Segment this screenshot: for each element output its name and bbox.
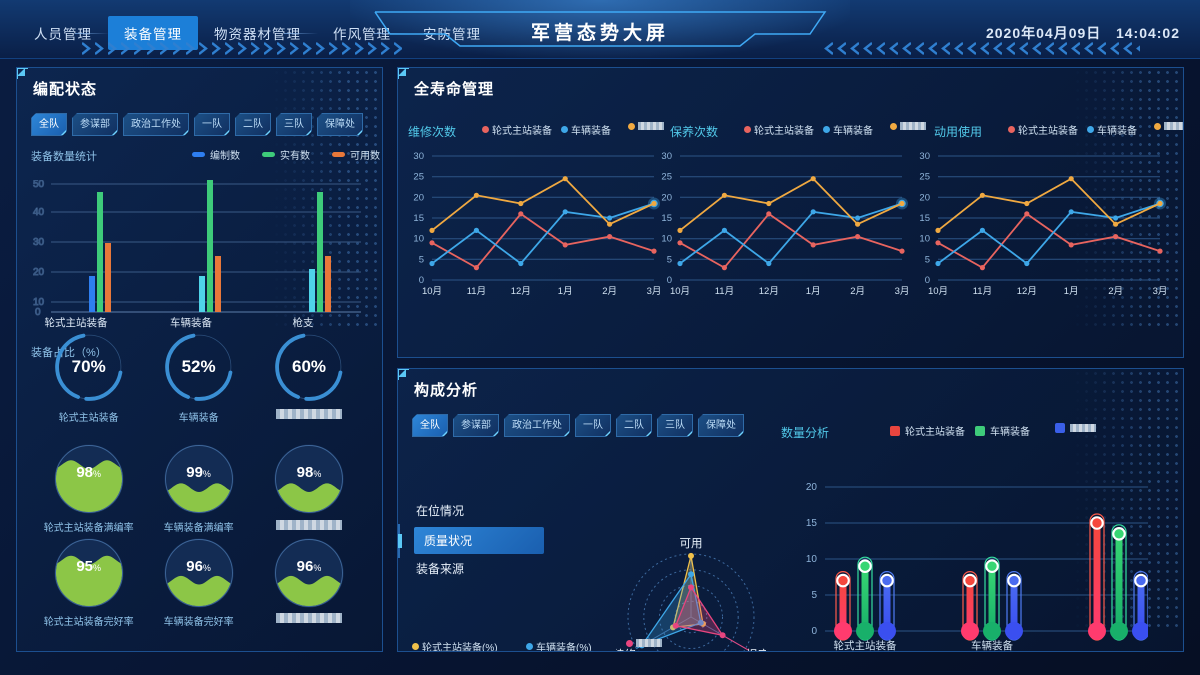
svg-text:报废: 报废 [746,648,766,652]
svg-text:1月: 1月 [1064,286,1079,297]
svg-text:车辆装备: 车辆装备 [170,316,212,329]
svg-text:20: 20 [33,267,45,278]
svg-text:待修: 待修 [616,648,636,652]
svg-text:0: 0 [925,275,930,286]
svg-text:11月: 11月 [467,286,486,297]
svg-text:枪支: 枪支 [293,316,314,329]
svg-text:10: 10 [413,234,424,245]
svg-text:11月: 11月 [973,286,992,297]
svg-text:10月: 10月 [928,286,948,297]
svg-text:40: 40 [33,207,45,218]
svg-text:25: 25 [413,172,424,183]
svg-text:1月: 1月 [806,286,821,297]
svg-text:50: 50 [33,180,45,190]
svg-text:可用: 可用 [679,538,702,550]
svg-text:10月: 10月 [422,286,442,297]
svg-text:轮式主站装备: 轮式主站装备 [45,316,108,329]
svg-text:20: 20 [413,192,424,203]
svg-text:2月: 2月 [602,286,617,297]
svg-text:0: 0 [811,626,817,637]
svg-text:5: 5 [419,254,424,265]
svg-text:10: 10 [919,234,930,245]
svg-text:15: 15 [919,213,930,224]
svg-text:25: 25 [661,172,672,183]
svg-text:10月: 10月 [670,286,690,297]
svg-text:12月: 12月 [759,286,779,297]
svg-text:15: 15 [661,213,672,224]
svg-text:5: 5 [667,254,672,265]
svg-text:25: 25 [919,172,930,183]
svg-text:2月: 2月 [850,286,865,297]
svg-text:0: 0 [419,275,424,286]
svg-text:30: 30 [33,237,45,248]
svg-text:12月: 12月 [511,286,531,297]
svg-text:20: 20 [806,482,818,493]
svg-text:5: 5 [925,254,930,265]
svg-text:2月: 2月 [1108,286,1123,297]
svg-text:轮式主站装备: 轮式主站装备 [834,639,897,652]
svg-text:15: 15 [806,518,818,529]
svg-text:0: 0 [35,307,41,318]
svg-text:5: 5 [811,590,817,601]
svg-text:30: 30 [919,151,930,162]
svg-text:30: 30 [413,151,424,162]
svg-text:20: 20 [661,192,672,203]
svg-text:20: 20 [919,192,930,203]
svg-text:车辆装备: 车辆装备 [971,639,1013,652]
svg-text:11月: 11月 [715,286,734,297]
svg-text:3月: 3月 [895,286,909,297]
svg-text:15: 15 [413,213,424,224]
svg-text:12月: 12月 [1017,286,1037,297]
svg-text:10: 10 [806,554,818,565]
svg-text:0: 0 [667,275,672,286]
svg-text:30: 30 [661,151,672,162]
svg-text:1月: 1月 [558,286,573,297]
svg-text:10: 10 [661,234,672,245]
svg-text:3月: 3月 [1153,286,1167,297]
